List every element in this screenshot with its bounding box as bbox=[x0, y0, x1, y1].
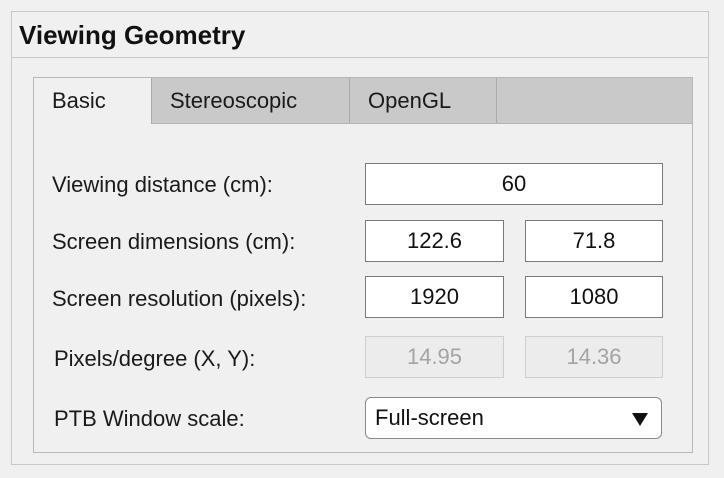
viewing-distance-field[interactable]: 60 bbox=[365, 163, 663, 205]
tab-stereoscopic[interactable]: Stereoscopic bbox=[152, 78, 350, 123]
pixels-per-degree-x-field: 14.95 bbox=[365, 336, 504, 378]
tab-group: Basic Stereoscopic OpenGL Viewing distan… bbox=[33, 77, 693, 453]
screen-width-field[interactable]: 122.6 bbox=[365, 220, 504, 262]
viewing-distance-label: Viewing distance (cm): bbox=[52, 172, 273, 197]
tab-opengl[interactable]: OpenGL bbox=[350, 78, 497, 123]
window-scale-label: PTB Window scale: bbox=[54, 406, 245, 431]
tab-basic[interactable]: Basic bbox=[34, 78, 152, 125]
resolution-x-field[interactable]: 1920 bbox=[365, 276, 504, 318]
window-scale-selected-value: Full-screen bbox=[375, 405, 484, 430]
pixels-per-degree-label: Pixels/degree (X, Y): bbox=[54, 346, 256, 371]
viewing-geometry-panel: Viewing Geometry Basic Stereoscopic Open… bbox=[11, 11, 709, 465]
tab-strip: Basic Stereoscopic OpenGL bbox=[34, 78, 692, 125]
panel-title-divider bbox=[12, 57, 708, 58]
panel-title: Viewing Geometry bbox=[19, 20, 246, 50]
pixels-per-degree-y-field: 14.36 bbox=[525, 336, 663, 378]
screen-height-field[interactable]: 71.8 bbox=[525, 220, 663, 262]
basic-tab-content: Viewing distance (cm): 60 Screen dimensi… bbox=[34, 124, 692, 452]
screen-dimensions-label: Screen dimensions (cm): bbox=[52, 229, 296, 254]
screen-resolution-label: Screen resolution (pixels): bbox=[52, 286, 307, 311]
resolution-y-field[interactable]: 1080 bbox=[525, 276, 663, 318]
dropdown-arrow-icon bbox=[632, 413, 648, 426]
window-scale-dropdown[interactable]: Full-screen bbox=[365, 397, 662, 439]
